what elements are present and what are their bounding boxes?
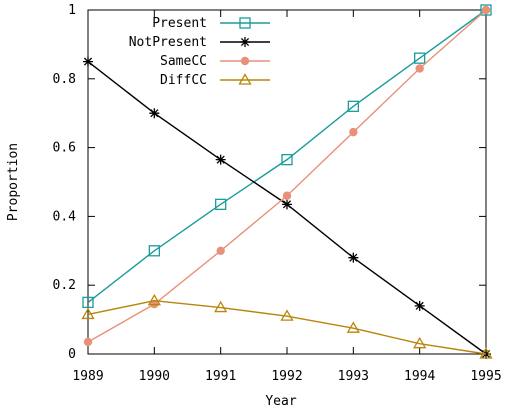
legend: Present NotPresent SameCC DiffCC xyxy=(129,16,270,88)
series-line-present xyxy=(87,9,487,303)
y-tick-label: 0.4 xyxy=(53,209,77,224)
data-point-diffcc xyxy=(147,293,161,306)
data-point-samecc xyxy=(282,191,292,200)
x-axis-label: Year xyxy=(265,394,296,409)
series-layer xyxy=(81,4,493,359)
data-point-samecc xyxy=(349,127,358,137)
series-present xyxy=(82,4,492,309)
y-tick-label: 0.2 xyxy=(53,278,76,293)
legend-label-samecc: SameCC xyxy=(160,54,207,69)
data-point-present xyxy=(347,100,359,112)
x-tick-label: 1995 xyxy=(470,369,501,384)
data-point-samecc xyxy=(83,337,93,347)
x-tick-label: 1994 xyxy=(404,369,435,384)
x-tick-label: 1990 xyxy=(139,369,170,384)
data-point-diffcc xyxy=(413,336,427,349)
legend-marker-notpresent xyxy=(240,37,250,47)
data-point-samecc xyxy=(216,246,225,255)
data-point-diffcc xyxy=(81,307,95,320)
y-tick-label: 0 xyxy=(68,347,76,362)
data-point-diffcc xyxy=(214,300,228,313)
x-tick-label: 1992 xyxy=(271,369,302,384)
y-axis-label: Proportion xyxy=(6,143,21,221)
data-point-present xyxy=(480,4,492,16)
legend-marker-diffcc xyxy=(238,73,252,85)
data-point-present xyxy=(82,296,94,309)
data-point-notpresent xyxy=(282,199,292,210)
series-samecc xyxy=(83,5,491,347)
data-point-diffcc xyxy=(280,309,294,321)
axes: 1989 1990 1991 1992 1993 1994 1995 0 0.2 0.4 0.6 0.… xyxy=(53,3,502,384)
data-point-notpresent xyxy=(414,300,425,311)
data-point-notpresent xyxy=(83,56,93,67)
legend-label-diffcc: DiffCC xyxy=(160,73,207,88)
legend-marker-present xyxy=(239,17,251,29)
data-point-present xyxy=(148,245,160,257)
x-tick-label: 1991 xyxy=(205,369,236,384)
series-line-samecc xyxy=(87,9,487,343)
data-point-present xyxy=(281,153,293,166)
y-tick-label: 0.8 xyxy=(53,72,76,87)
legend-label-notpresent: NotPresent xyxy=(129,35,207,50)
series-diffcc xyxy=(81,293,493,359)
series-notpresent xyxy=(83,56,491,359)
data-point-notpresent xyxy=(348,252,359,263)
series-line-diffcc xyxy=(87,299,487,355)
y-tick-label: 0.6 xyxy=(53,141,76,156)
y-tick-label: 1 xyxy=(68,3,76,18)
data-point-diffcc xyxy=(346,321,360,333)
legend-marker-samecc xyxy=(240,56,250,66)
data-point-present xyxy=(414,52,426,64)
data-point-samecc xyxy=(415,64,424,73)
legend-label-present: Present xyxy=(152,16,207,31)
data-point-diffcc xyxy=(479,347,493,359)
data-point-samecc xyxy=(481,5,491,15)
data-point-present xyxy=(215,198,227,211)
x-tick-label: 1993 xyxy=(338,369,369,384)
x-tick-label: 1989 xyxy=(72,369,103,384)
data-point-notpresent xyxy=(215,154,226,165)
data-point-notpresent xyxy=(149,108,160,119)
